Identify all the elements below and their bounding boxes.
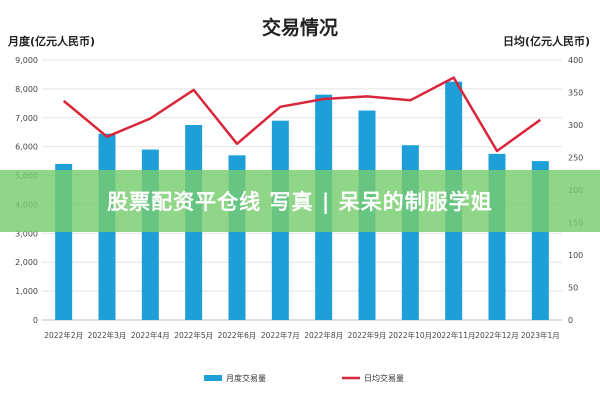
x-tick-label: 2022年6月 bbox=[218, 330, 257, 340]
right-tick-label: 350 bbox=[568, 89, 583, 98]
x-tick-label: 2022年8月 bbox=[304, 330, 343, 340]
x-tick-label: 2022年10月 bbox=[389, 330, 433, 340]
x-tick-label: 2022年2月 bbox=[44, 330, 83, 340]
right-tick-label: 250 bbox=[568, 154, 583, 163]
right-tick-label: 300 bbox=[568, 121, 583, 130]
right-tick-label: 400 bbox=[568, 56, 583, 65]
x-tick-label: 2023年1月 bbox=[521, 330, 560, 340]
x-tick-label: 2022年7月 bbox=[261, 330, 300, 340]
chart-title: 交易情况 bbox=[262, 16, 338, 39]
x-tick-label: 2022年9月 bbox=[348, 330, 387, 340]
legend: 月度交易量 日均交易量 bbox=[204, 373, 404, 383]
legend-bar-swatch bbox=[204, 375, 222, 381]
left-tick-label: 1,000 bbox=[15, 287, 38, 296]
x-tick-label: 2022年4月 bbox=[131, 330, 170, 340]
watermark-banner: 股票配资平仓线 写真 | 呆呆的制服学姐 bbox=[0, 170, 600, 232]
x-tick-label: 2022年12月 bbox=[475, 330, 519, 340]
series-line bbox=[62, 76, 542, 153]
right-tick-label: 0 bbox=[568, 316, 573, 325]
left-tick-label: 6,000 bbox=[15, 143, 38, 152]
left-tick-label: 2,000 bbox=[15, 258, 38, 267]
legend-bar-label: 月度交易量 bbox=[226, 373, 266, 383]
right-tick-label: 50 bbox=[568, 284, 578, 293]
x-axis-ticks: 2022年2月 2022年3月 2022年4月 2022年5月 2022年6月 2022年… bbox=[44, 330, 560, 340]
line-series bbox=[62, 76, 542, 153]
left-tick-label: 8,000 bbox=[15, 85, 38, 94]
left-tick-label: 3,000 bbox=[15, 229, 38, 238]
x-tick-label: 2022年11月 bbox=[432, 330, 476, 340]
x-tick-label: 2022年3月 bbox=[88, 330, 127, 340]
left-tick-label: 7,000 bbox=[15, 114, 38, 123]
left-axis-title: 月度(亿元人民币) bbox=[7, 34, 95, 48]
legend-line-label: 日均交易量 bbox=[364, 373, 404, 383]
right-axis-title: 日均(亿元人民币) bbox=[503, 34, 590, 48]
right-tick-label: 100 bbox=[568, 251, 583, 260]
left-tick-label: 0 bbox=[33, 316, 38, 325]
x-tick-label: 2022年5月 bbox=[174, 330, 213, 340]
left-tick-label: 9,000 bbox=[15, 56, 38, 65]
banner-text: 股票配资平仓线 写真 | 呆呆的制服学姐 bbox=[107, 190, 493, 214]
